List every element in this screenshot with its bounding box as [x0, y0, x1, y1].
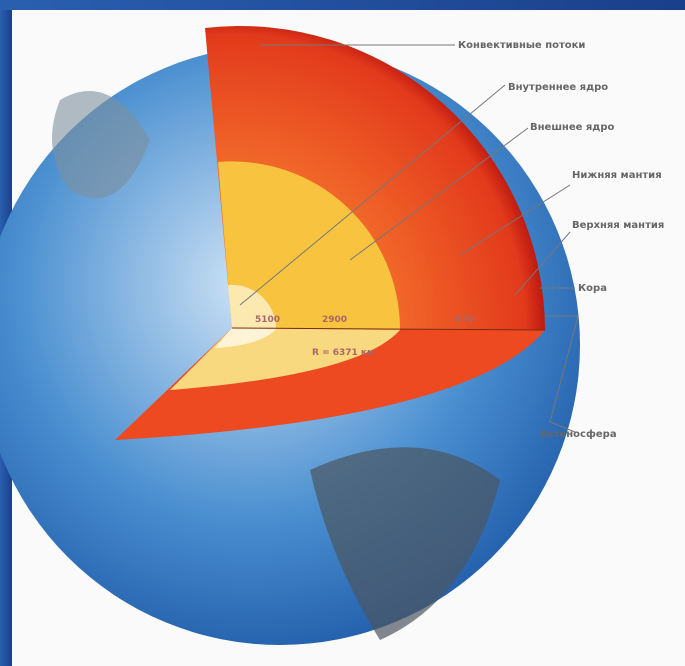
radius-line [231, 327, 546, 331]
depth-label: 2900 [322, 315, 347, 325]
land [310, 447, 500, 640]
depth-label: 5100 [255, 315, 280, 325]
label: Внешнее ядро [530, 122, 615, 133]
depth-label: 670 [455, 315, 474, 325]
label: Внутреннее ядро [508, 82, 608, 93]
label: Астеносфера [540, 428, 617, 440]
inner-core-cut [215, 328, 276, 348]
radius-label: R = 6371 км [312, 348, 374, 358]
inner-core [228, 284, 277, 329]
label: Конвективные потоки [458, 40, 585, 51]
label: Верхняя мантия [572, 220, 664, 231]
top-strip [0, 0, 685, 10]
label: Кора [578, 283, 607, 294]
land [52, 91, 150, 199]
leaders [239, 44, 579, 433]
outer-core [218, 161, 401, 330]
label: Нижняя мантия [572, 170, 662, 181]
